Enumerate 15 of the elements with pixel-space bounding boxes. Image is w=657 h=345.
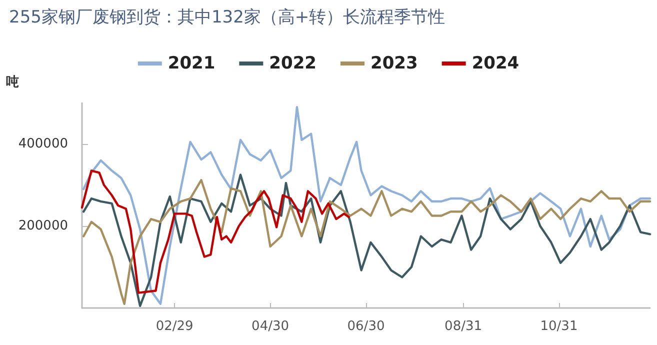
legend-label: 2023 (370, 54, 418, 74)
x-tick-label: 06/30 (347, 319, 385, 334)
line-series (82, 106, 652, 305)
chart-title: 255家钢厂废钢到货：其中132家（高+转）长流程季节性 (9, 8, 446, 28)
x-tick-label: 08/31 (444, 319, 482, 334)
y-tick-label: 400000 (18, 136, 68, 152)
legend-label: 2022 (269, 54, 317, 74)
x-tick-label: 04/30 (252, 319, 290, 334)
x-tick-label: 10/31 (540, 319, 578, 334)
legend-label: 2024 (472, 54, 520, 74)
y-tick-label: 200000 (18, 218, 68, 234)
x-tick-label: 02/29 (156, 319, 194, 334)
legend-label: 2021 (168, 54, 216, 74)
line-series (80, 170, 350, 294)
y-axis-title: 吨 (6, 75, 19, 90)
